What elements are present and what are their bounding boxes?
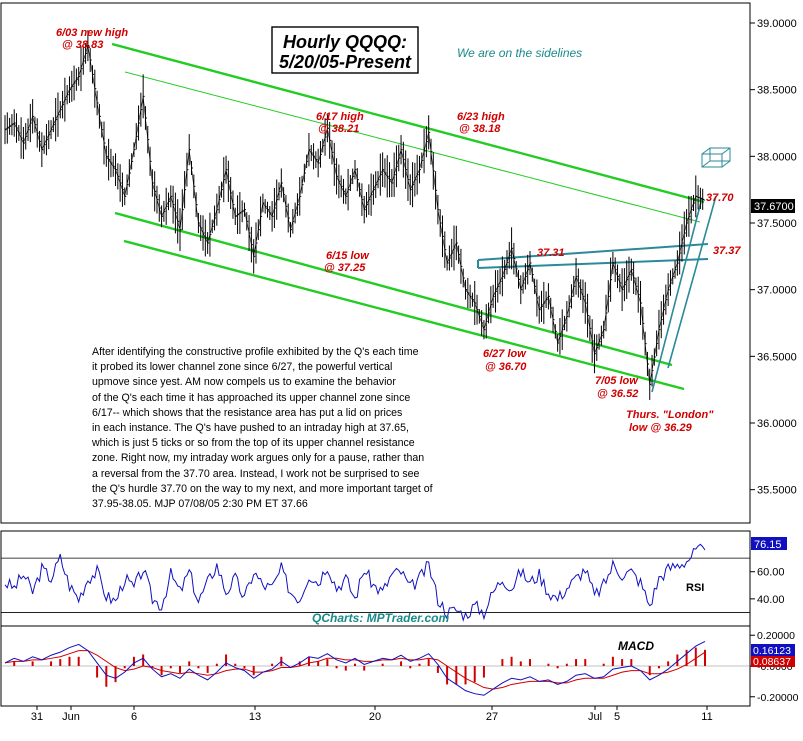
- chart-subtitle: 5/20/05-Present: [279, 52, 412, 72]
- uptrend-line-1: [651, 197, 703, 393]
- last-price-label: 37.6700: [754, 201, 794, 213]
- macd-tick-label: -0.20000: [757, 692, 799, 704]
- last-price-box: [751, 199, 795, 213]
- rsi-last-value: 76.15: [754, 539, 782, 551]
- x-tick-label: Jun: [62, 711, 80, 723]
- signal-last-value: 0.08637: [753, 656, 791, 668]
- resistance-line-1: [477, 243, 709, 261]
- annotation-value: @ 38.83: [62, 39, 103, 51]
- annotation-level: 37.70: [706, 192, 734, 204]
- annotation-value: @ 37.25: [324, 262, 366, 274]
- y-tick-label: 39.0000: [757, 18, 797, 30]
- mid-channel-line: [124, 71, 701, 223]
- macd-tick-label: 0.20000: [757, 630, 795, 642]
- annotation-value: low @ 36.29: [629, 422, 693, 434]
- annotation-text: 7/05 low: [595, 375, 639, 387]
- chart-title: Hourly QQQQ:: [283, 32, 407, 52]
- x-tick-label: 20: [369, 711, 381, 723]
- macd-signal-line: [4, 650, 706, 690]
- annotation-value: @ 38.18: [459, 123, 501, 135]
- y-tick-label: 36.0000: [757, 418, 797, 430]
- price-y-axis: 39.0000 38.5000 38.0000 37.5000 37.0000 36.50…: [750, 18, 797, 497]
- y-tick-label: 37.5000: [757, 218, 797, 230]
- commentary-text: After identifying the constructive profi…: [92, 346, 433, 511]
- annotation-value: @ 38.21: [318, 123, 359, 135]
- annotation-text: 6/03 new high: [56, 27, 128, 39]
- x-axis: 31 Jun 6 13 20 27 Jul 5 11: [31, 706, 713, 723]
- y-tick-label: 35.5000: [757, 485, 797, 497]
- rsi-tick-label: 40.00: [757, 594, 785, 606]
- rsi-indicator: 60.00 40.00: [1, 543, 785, 623]
- price-series: [4, 30, 706, 400]
- target-box-icon: [701, 147, 731, 168]
- annotation-text: 6/27 low: [483, 348, 527, 360]
- macd-last-box-1: [751, 644, 795, 656]
- y-tick-label: 37.0000: [757, 285, 797, 297]
- status-note: We are on the sidelines: [457, 46, 582, 60]
- chart-title-box: Hourly QQQQ: 5/20/05-Present: [271, 26, 419, 74]
- rsi-line: [4, 543, 706, 623]
- y-tick-label: 38.5000: [757, 85, 797, 97]
- annotation-text: 6/17 high: [316, 111, 364, 123]
- annotation-text: 6/15 low: [326, 250, 370, 262]
- chart-credit: QCharts: MPTrader.com: [312, 611, 449, 625]
- y-tick-label: 38.0000: [757, 151, 797, 163]
- x-tick-label: 13: [249, 711, 261, 723]
- annotation-level: 37.31: [537, 247, 565, 259]
- macd-line: [4, 640, 706, 696]
- macd-indicator: 0.20000-0.0000-0.20000: [1, 630, 799, 704]
- x-tick-label: 31: [31, 711, 43, 723]
- lower-channel-line-2: [123, 239, 685, 391]
- macd-last-box-2: [751, 656, 795, 667]
- x-tick-label: 6: [131, 711, 137, 723]
- rsi-tick-label: 60.00: [757, 567, 785, 579]
- annotation-text: 6/23 high: [457, 111, 505, 123]
- annotation-text: Thurs. "London": [626, 409, 714, 421]
- x-tick-label: 5: [614, 711, 620, 723]
- macd-last-value: 0.16123: [753, 645, 791, 657]
- upper-channel-line: [111, 42, 705, 204]
- macd-label: MACD: [618, 639, 654, 653]
- rsi-last-box: [751, 537, 787, 550]
- price-close-line: [4, 45, 706, 385]
- rsi-label: RSI: [686, 582, 704, 594]
- annotation-value: @ 36.52: [597, 388, 638, 400]
- x-tick-label: 27: [486, 711, 498, 723]
- x-tick-label: Jul: [588, 711, 602, 723]
- y-tick-label: 36.5000: [757, 351, 797, 363]
- annotation-value: @ 36.70: [485, 361, 527, 373]
- x-tick-label: 11: [701, 711, 712, 723]
- annotation-level: 37.37: [713, 245, 741, 257]
- price-annotations: 6/03 new high @ 38.83 6/17 high @ 38.21 …: [56, 27, 741, 434]
- uptrend-line-2: [667, 195, 717, 369]
